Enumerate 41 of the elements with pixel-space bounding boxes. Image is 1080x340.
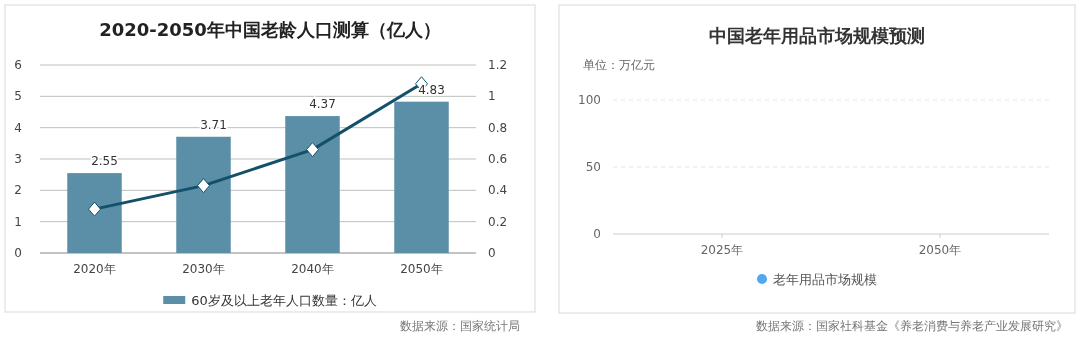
source-note: 数据来源：国家统计局 [400, 319, 520, 333]
x-tick-label: 2030年 [182, 262, 225, 276]
source-note: 数据来源：国家社科基金《养老消费与养老产业发展研究》 [756, 319, 1068, 333]
point [88, 201, 101, 217]
bar [285, 116, 340, 253]
point [306, 142, 319, 158]
y-tick-label: 50 [585, 160, 601, 174]
y-tick-label: 3 [14, 152, 22, 166]
y2-tick-label: 0.6 [488, 152, 508, 166]
x-tick-label: 2025年 [700, 243, 744, 257]
y-tick-label: 4 [14, 120, 22, 135]
y2-tick-label: 1.2 [488, 58, 508, 72]
bar [394, 101, 449, 253]
legend: 老年用品市场规模 [757, 272, 877, 287]
data-label: 4.37 [309, 97, 336, 112]
y-tick-label: 6 [14, 58, 22, 72]
y2-tick-label: 0 [488, 246, 496, 260]
data-label: 2.55 [91, 154, 118, 169]
y-tick-label: 0 [593, 227, 601, 241]
y2-tick-label: 0.2 [488, 214, 508, 229]
y-tick-label: 2 [14, 183, 22, 198]
data-label: 4.83 [418, 82, 445, 97]
chart-title: 2020-2050年中国老龄人口测算（亿人） [99, 19, 441, 40]
legend: 60岁及以上老年人口数量：亿人 [163, 293, 377, 308]
y2-tick-label: 0.4 [488, 183, 508, 198]
y-axis-title: 单位：万亿元 [583, 58, 655, 72]
bar [176, 136, 231, 253]
bar [67, 173, 122, 253]
y-tick-label: 100 [578, 93, 601, 107]
y-tick-label: 5 [14, 89, 22, 104]
x-tick-label: 2050年 [918, 243, 962, 257]
x-tick-label: 2040年 [291, 262, 334, 276]
x-tick-label: 2020年 [73, 262, 116, 276]
y2-tick-label: 1 [488, 89, 496, 104]
data-label: 3.71 [200, 117, 227, 132]
y2-tick-label: 0.8 [488, 120, 508, 135]
y-tick-label: 1 [14, 214, 22, 229]
y-tick-label: 0 [14, 246, 22, 260]
chart-title: 中国老年用品市场规模预测 [709, 25, 925, 46]
x-tick-label: 2050年 [400, 262, 443, 276]
point [197, 178, 210, 194]
